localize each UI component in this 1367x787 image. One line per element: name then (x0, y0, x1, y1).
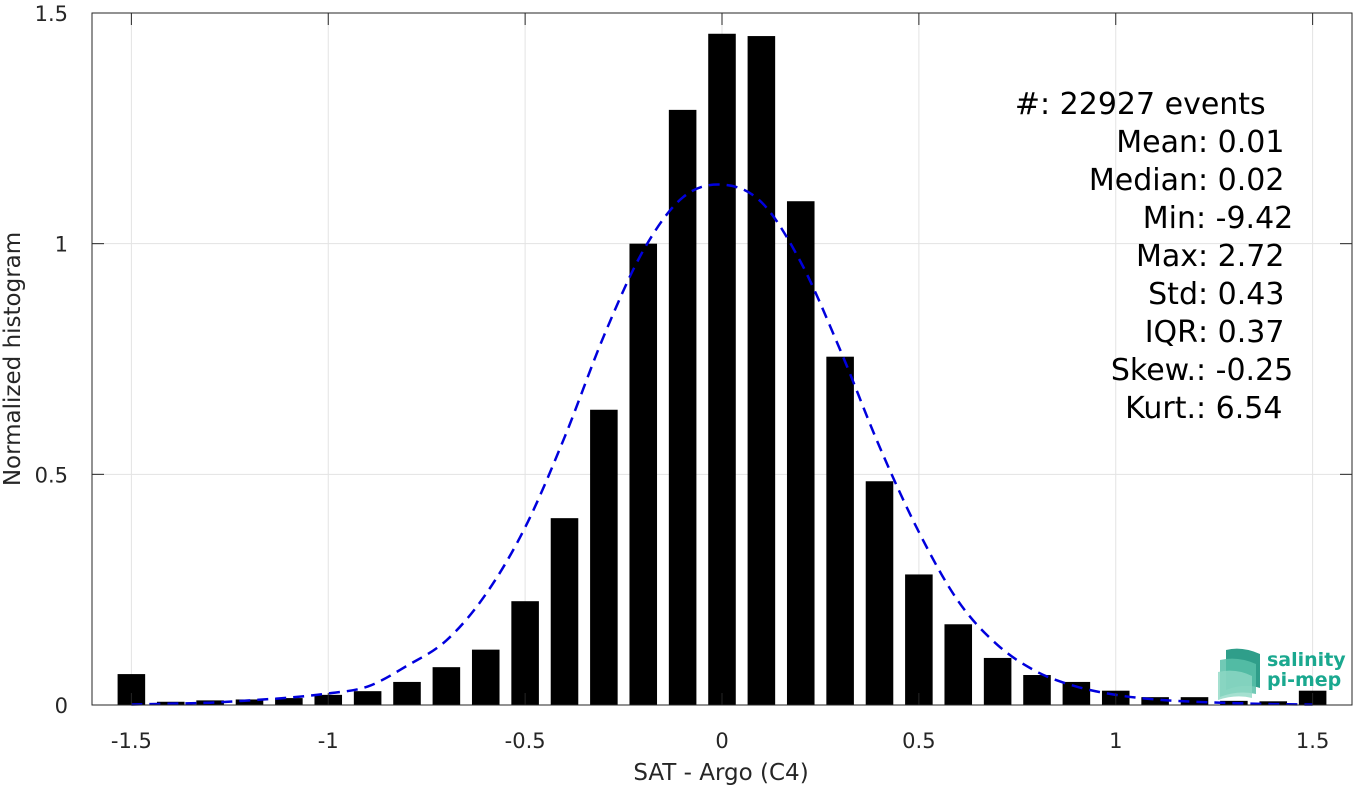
axis-ticks (92, 12, 1352, 706)
histogram-bar (1141, 697, 1169, 705)
stat-min: Min (1143, 201, 1196, 236)
histogram-bar (471, 649, 500, 705)
histogram-bar (708, 33, 736, 705)
stat-skew: Skew. (1111, 353, 1196, 388)
histogram-bar (983, 657, 1012, 705)
stat-max-value: : 2.72 (1198, 239, 1284, 274)
statistics-annotation: # : 22927 events Mean : 0.01 Median : 0.… (1015, 87, 1293, 426)
stat-mean: Mean (1116, 125, 1198, 160)
histogram-bar (393, 681, 421, 705)
gaussian-fit-curve (131, 183, 1313, 706)
histogram-bars (117, 33, 1327, 706)
histogram-bar (511, 601, 539, 705)
stat-median-value: : 0.02 (1198, 163, 1284, 198)
x-tick-label: 1 (1109, 729, 1122, 753)
x-tick-label: -1 (318, 729, 339, 753)
histogram-bar (1180, 697, 1209, 705)
y-tick-labels: 0 0.5 1 1.5 (35, 2, 68, 718)
histogram-bar (1062, 681, 1091, 705)
y-axis-label: Normalized histogram (0, 232, 26, 486)
stat-kurt: Kurt. (1125, 391, 1196, 426)
stat-mean-value: : 0.01 (1198, 125, 1284, 160)
x-tick-label: -1.5 (111, 729, 152, 753)
stat-std: Std (1148, 277, 1198, 312)
histogram-bar (786, 201, 815, 705)
y-tick-label: 1.5 (35, 2, 68, 26)
stat-count: # (1015, 87, 1040, 122)
x-tick-label: 1.5 (1296, 729, 1329, 753)
stat-kurt-value: : 6.54 (1196, 391, 1282, 426)
histogram-bar (865, 481, 894, 705)
histogram-bar (747, 36, 776, 706)
stat-iqr: IQR (1145, 315, 1198, 350)
x-tick-label: 0.5 (902, 729, 935, 753)
stat-median: Median (1089, 163, 1198, 198)
histogram-bar (432, 667, 461, 705)
histogram-bar (905, 574, 933, 705)
histogram-bar (353, 691, 382, 705)
stat-skew-value: : -0.25 (1196, 353, 1293, 388)
x-tick-label: -0.5 (505, 729, 546, 753)
stat-count-value: : 22927 events (1040, 87, 1266, 122)
x-tick-labels: -1.5 -1 -0.5 0 0.5 1 1.5 (111, 729, 1329, 753)
histogram-bar (668, 109, 697, 705)
histogram-bar (629, 243, 658, 705)
histogram-bar (1023, 675, 1051, 705)
logo-text-pi-mep: pi-mep (1267, 669, 1341, 691)
histogram-bar (944, 624, 973, 705)
salinity-pi-mep-logo: salinity pi-mep (1218, 648, 1346, 700)
histogram-bar (235, 699, 264, 705)
logo-text-salinity: salinity (1267, 649, 1346, 671)
logo-emblem-icon (1218, 648, 1260, 700)
histogram-bar (590, 409, 618, 705)
stat-iqr-value: : 0.37 (1198, 315, 1284, 350)
histogram-bar (826, 356, 854, 705)
y-tick-label: 0 (55, 694, 68, 718)
stat-max: Max (1136, 239, 1198, 274)
y-tick-label: 0.5 (35, 463, 68, 487)
x-tick-label: 0 (715, 729, 728, 753)
histogram-bar (550, 518, 579, 705)
x-axis-label: SAT - Argo (C4) (633, 760, 808, 786)
y-tick-label: 1 (55, 233, 68, 257)
histogram-bar (275, 698, 303, 705)
stat-min-value: : -9.42 (1196, 201, 1293, 236)
stat-std-value: : 0.43 (1198, 277, 1284, 312)
